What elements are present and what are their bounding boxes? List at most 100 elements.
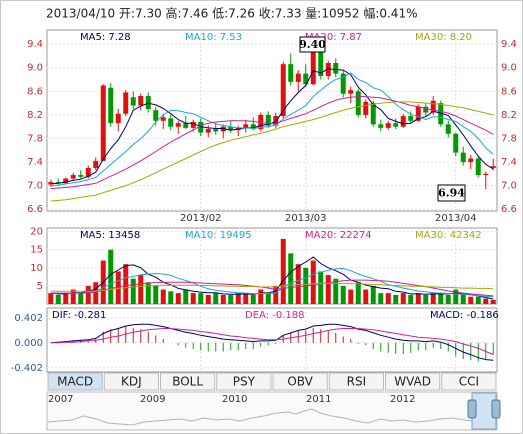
candle-body [228, 126, 234, 131]
tab[interactable] [103, 372, 159, 391]
candle-body [325, 63, 331, 76]
volume-bar [393, 294, 399, 304]
legend-entry: MA30: 42342 [415, 230, 482, 241]
ma-line [50, 323, 494, 361]
tab-label[interactable]: KDJ [121, 375, 142, 389]
y-tick-label: -0.402 [11, 363, 43, 374]
volume-bar [78, 293, 84, 304]
candle-body [415, 106, 421, 121]
volume-bar [423, 294, 429, 304]
macd-bar [417, 342, 419, 351]
candle-body [205, 129, 211, 133]
candle-body [48, 182, 54, 185]
tab[interactable] [328, 372, 384, 391]
volume-bar [438, 293, 444, 304]
candle-body [393, 123, 399, 127]
tab[interactable] [47, 372, 103, 391]
candle-body [280, 64, 286, 117]
volume-bar [153, 285, 159, 304]
volume-bar [318, 271, 324, 304]
candle-body [468, 158, 474, 163]
y-tick-label: 5 [37, 281, 43, 292]
macd-bar [395, 342, 397, 354]
y-tick-label: 9.0 [27, 63, 43, 74]
volume-bar [258, 289, 264, 304]
volume-bar [145, 282, 151, 304]
candle-body [460, 152, 466, 163]
candle-body [175, 123, 181, 127]
volume-bar [378, 293, 384, 304]
candle-body [63, 178, 69, 184]
candle-body [340, 73, 346, 94]
volume-bar [115, 271, 121, 304]
overview-handle[interactable] [467, 399, 477, 419]
candle-body [190, 121, 196, 128]
candle-body [378, 124, 384, 128]
legend-entry: MACD: -0.186 [430, 310, 499, 321]
volume-bar [108, 249, 114, 304]
macd-bar [230, 342, 232, 351]
macd-bar [312, 327, 314, 343]
candle-body [168, 118, 174, 127]
volume-bar [235, 293, 241, 304]
candle-body [295, 73, 301, 82]
candle-body [78, 175, 84, 177]
y-tick-label: 7.4 [501, 157, 517, 168]
candle-body [355, 91, 361, 115]
tab-label[interactable]: BOLL [172, 375, 203, 389]
volume-bar [280, 238, 286, 304]
candle-body [138, 96, 144, 106]
tab-label[interactable]: CCI [459, 375, 479, 389]
y-tick-label: 8.6 [501, 86, 517, 97]
candle-body [333, 63, 339, 74]
tab-label[interactable]: OBV [287, 375, 313, 389]
tab[interactable] [216, 372, 272, 391]
legend-entry: MA30: 8.20 [415, 32, 472, 43]
candle-body [108, 87, 114, 124]
candle-body [183, 123, 189, 128]
y-tick-label: 7.8 [501, 133, 517, 144]
y-tick-label: 0.402 [14, 313, 43, 324]
legend-entry: MA5: 7.28 [80, 32, 131, 43]
annotation-box [299, 36, 326, 53]
ma-line [50, 267, 494, 298]
y-tick-label: 20 [30, 227, 43, 238]
macd-bar [357, 342, 359, 345]
macd-bar [237, 342, 239, 351]
volume-bar [63, 293, 69, 304]
tab-label[interactable]: MACD [57, 375, 93, 389]
macd-bar [350, 339, 352, 343]
header: 2013/04/10 开:7.30 高:7.46 低:7.26 收:7.33 量… [46, 6, 417, 21]
overview-frame [46, 391, 498, 431]
volume-bar [340, 285, 346, 304]
macd-bar [455, 342, 457, 357]
volume-bar [468, 296, 474, 304]
candle-body [475, 158, 481, 176]
overview-handle[interactable] [491, 399, 501, 419]
tab-label[interactable]: PSY [233, 375, 256, 389]
tab-label[interactable]: WVAD [394, 375, 431, 389]
legend-entry: MA10: 7.53 [185, 32, 242, 43]
macd-bar [327, 330, 329, 343]
volume-bar [475, 296, 481, 304]
macd-bar [440, 342, 442, 350]
volume-bar [400, 293, 406, 304]
tab[interactable] [385, 372, 441, 391]
y-tick-label: 15 [30, 245, 43, 256]
x-tick-label: 2013/04 [435, 213, 477, 224]
ma-line [50, 72, 494, 187]
charts: 6.6 6.6 7.0 7.0 7.4 7.4 7.8 7.8 8.2 8.2 8.6 8.6 9.0 9… [11, 29, 517, 374]
y-tick-label: 6.6 [27, 204, 43, 215]
tab[interactable] [441, 372, 497, 391]
y-tick-label: 9.0 [501, 63, 517, 74]
tab-label[interactable]: RSI [347, 375, 367, 389]
tab[interactable] [160, 372, 216, 391]
ma-line [50, 101, 494, 202]
annotation: 9.40 [299, 38, 326, 51]
macd-bar [95, 339, 97, 343]
overview: 2007 2009 2010 2011 2012 [46, 391, 501, 431]
volume-bar [333, 278, 339, 304]
volume-bar [265, 293, 271, 304]
legend-entry: MA20: 22274 [305, 230, 372, 241]
tab[interactable] [272, 372, 328, 391]
